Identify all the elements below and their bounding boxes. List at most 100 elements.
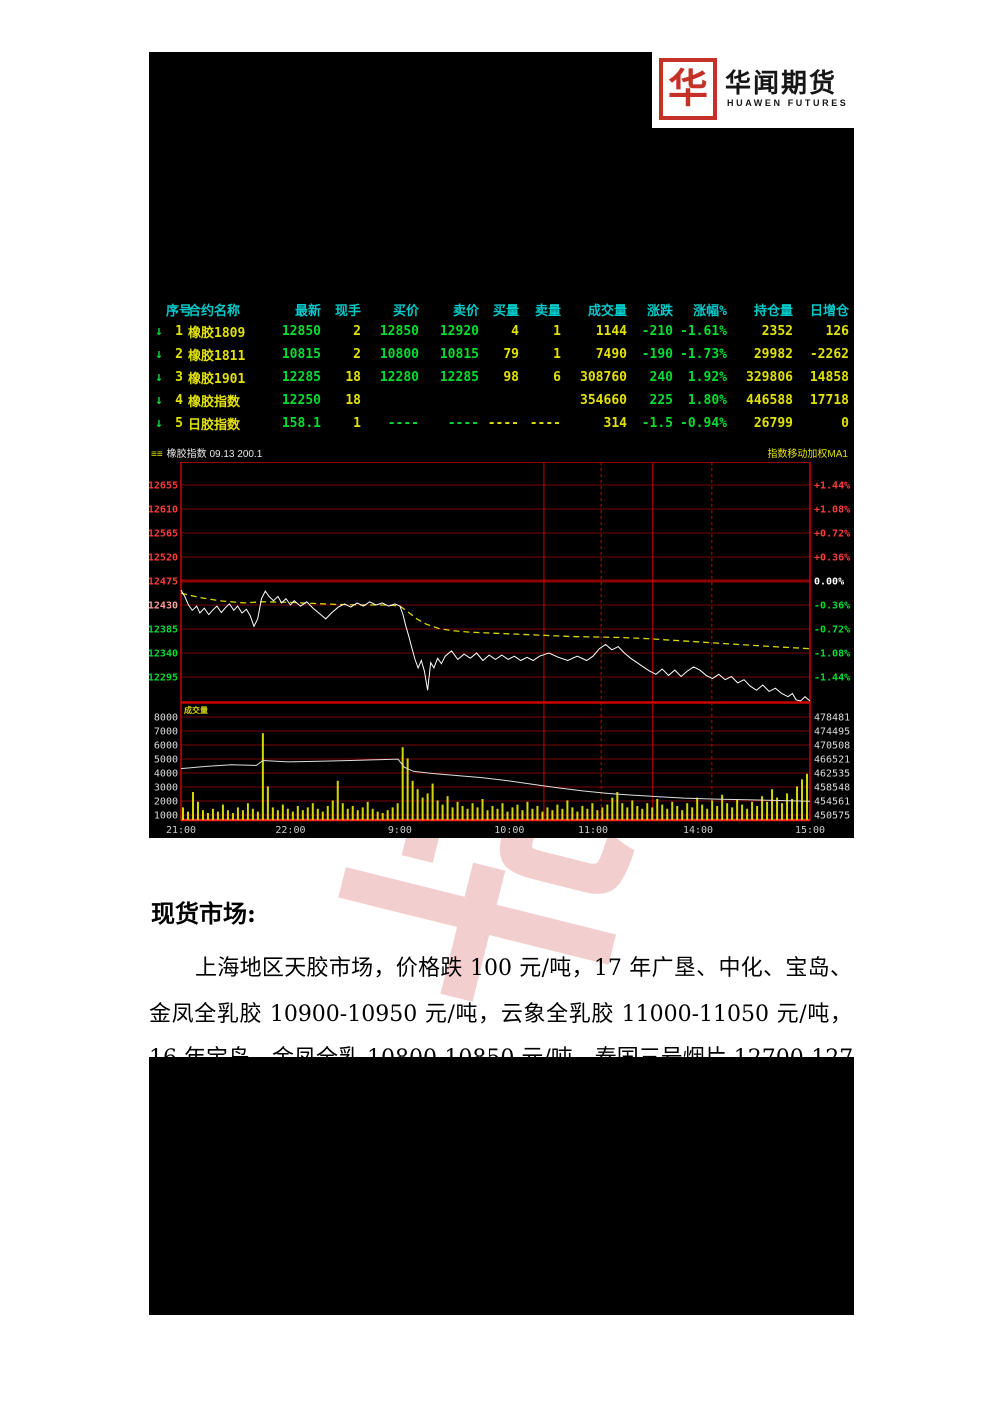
volume-bar	[801, 779, 804, 820]
volume-bar	[571, 807, 574, 820]
volume-bar	[496, 808, 499, 820]
cell-last: 12250	[281, 393, 321, 408]
axis-label: 454561	[814, 797, 850, 808]
volume-bar	[351, 806, 354, 820]
volume-bar	[431, 783, 434, 820]
volume-bar	[341, 803, 344, 820]
cell-oi: 26799	[753, 416, 793, 431]
volume-bar	[416, 789, 419, 820]
cell-ask: 12285	[439, 370, 479, 385]
chart-titlebar: ≡≡ 橡胶指数 09.13 200.1 指数移动加权MA1	[149, 448, 854, 462]
volume-bar	[716, 806, 719, 820]
cell-oi: 446588	[746, 393, 793, 408]
volume-bar	[221, 804, 224, 820]
volume-bar	[586, 808, 589, 820]
spot-paragraph-line: 金凤全乳胶 10900-10950 元/吨，云象全乳胶 11000-11050 …	[149, 1002, 852, 1027]
quote-table-row[interactable]: ↓ 3 橡胶1901 12285 18 12280 12285 98 6 308760 240 1.9…	[150, 366, 853, 389]
axis-label: 12520	[149, 553, 178, 564]
volume-bar	[541, 811, 544, 820]
volume-bar	[281, 804, 284, 820]
axis-label: +0.72%	[814, 529, 850, 540]
chart-indicator-label: 指数移动加权MA1	[767, 449, 848, 460]
cell-oichg: 126	[825, 324, 849, 339]
axis-label: 1000	[154, 811, 178, 822]
cell-askvol: 6	[553, 370, 561, 385]
volume-bar	[636, 806, 639, 820]
column-header: 持仓量	[753, 303, 793, 319]
volume-bar	[736, 799, 739, 820]
cell-no: 2	[175, 347, 183, 362]
quote-table-row[interactable]: ↓ 2 橡胶1811 10815 2 10800 10815 79 1 7490 -190 -1.73…	[150, 343, 853, 366]
volume-bar	[441, 804, 444, 820]
cell-bidvol: 79	[503, 347, 519, 362]
cell-no: 1	[175, 324, 183, 339]
menu-icon[interactable]: ≡≡	[151, 449, 163, 460]
volume-bar	[321, 811, 324, 820]
volume-bar	[391, 807, 394, 820]
cell-oichg: 17718	[809, 393, 849, 408]
axis-label: 成交量	[184, 705, 208, 715]
cell-last: 10815	[281, 347, 321, 362]
volume-bar	[446, 796, 449, 820]
down-arrow-icon: ↓	[155, 347, 163, 362]
axis-label: 2000	[154, 797, 178, 808]
volume-bar	[386, 810, 389, 820]
cell-bidvol: 98	[503, 370, 519, 385]
axis-label: 5000	[154, 755, 178, 766]
volume-bar	[182, 807, 184, 820]
volume-bar	[581, 806, 584, 820]
intraday-chart: 12655 +1.44% 12610 +1.08% 12565 +0.72% 12520 +0…	[149, 462, 850, 836]
volume-bar	[546, 807, 549, 820]
volume-bar	[691, 807, 694, 820]
axis-label: 470508	[814, 741, 850, 752]
volume-bar	[421, 797, 424, 820]
quote-table-row[interactable]: ↓ 1 橡胶1809 12850 2 12850 12920 4 1 1144 -210 -1.61%…	[150, 320, 853, 343]
volume-bar	[336, 780, 339, 820]
volume-bar	[506, 811, 509, 820]
cell-no: 5	[175, 416, 183, 431]
cell-change: -210	[641, 324, 673, 339]
volume-bar	[661, 804, 664, 820]
down-arrow-icon: ↓	[155, 393, 163, 408]
volume-bar	[466, 808, 469, 820]
axis-label: 8000	[154, 713, 178, 724]
price-pane-frame	[180, 462, 811, 703]
logo-seal-icon: 华	[659, 58, 717, 120]
volume-bar	[251, 808, 254, 820]
volume-bar	[631, 800, 634, 820]
spot-paragraph-line: 上海地区天胶市场，价格跌 100 元/吨，17 年广垦、中化、宝岛、	[195, 956, 852, 981]
volume-bar	[806, 773, 809, 820]
volume-bar	[406, 758, 409, 820]
cell-name: 橡胶1901	[188, 372, 246, 387]
volume-bar	[671, 801, 674, 820]
axis-label: 10:00	[494, 825, 524, 836]
cell-bidvol: 4	[511, 324, 519, 339]
axis-label: 12385	[149, 625, 178, 636]
volume-bar	[606, 804, 609, 820]
volume-bar	[396, 803, 399, 820]
axis-label: 9:00	[388, 825, 412, 836]
quote-table-row[interactable]: ↓ 5 日胶指数 158.1 1 ---- ---- ---- ---- 314 -1.5 -0.94…	[150, 412, 853, 435]
volume-bar	[666, 808, 669, 820]
company-logo: 华 华闻期货 HUAWEN FUTURES	[652, 52, 854, 128]
volume-bar	[286, 808, 289, 820]
volume-bar	[706, 808, 709, 820]
axis-label: +1.44%	[814, 481, 850, 492]
volume-bar	[226, 810, 229, 820]
volume-bar	[486, 810, 489, 820]
volume-bar	[411, 780, 414, 820]
volume-bar	[621, 803, 624, 820]
cell-askvol: 1	[553, 324, 561, 339]
volume-bar	[526, 801, 529, 820]
quote-table-row[interactable]: ↓ 4 橡胶指数 12250 18 354660 225 1.80% 446588 17718	[150, 389, 853, 412]
axis-label: -0.36%	[814, 601, 850, 612]
volume-bar	[786, 793, 789, 820]
volume-bar	[626, 807, 629, 820]
volume-bar	[531, 808, 534, 820]
volume-bar	[741, 804, 744, 820]
volume-bar	[516, 804, 519, 820]
cell-hand: 18	[345, 393, 361, 408]
axis-label: 12295	[149, 673, 178, 684]
volume-bar	[596, 810, 599, 820]
